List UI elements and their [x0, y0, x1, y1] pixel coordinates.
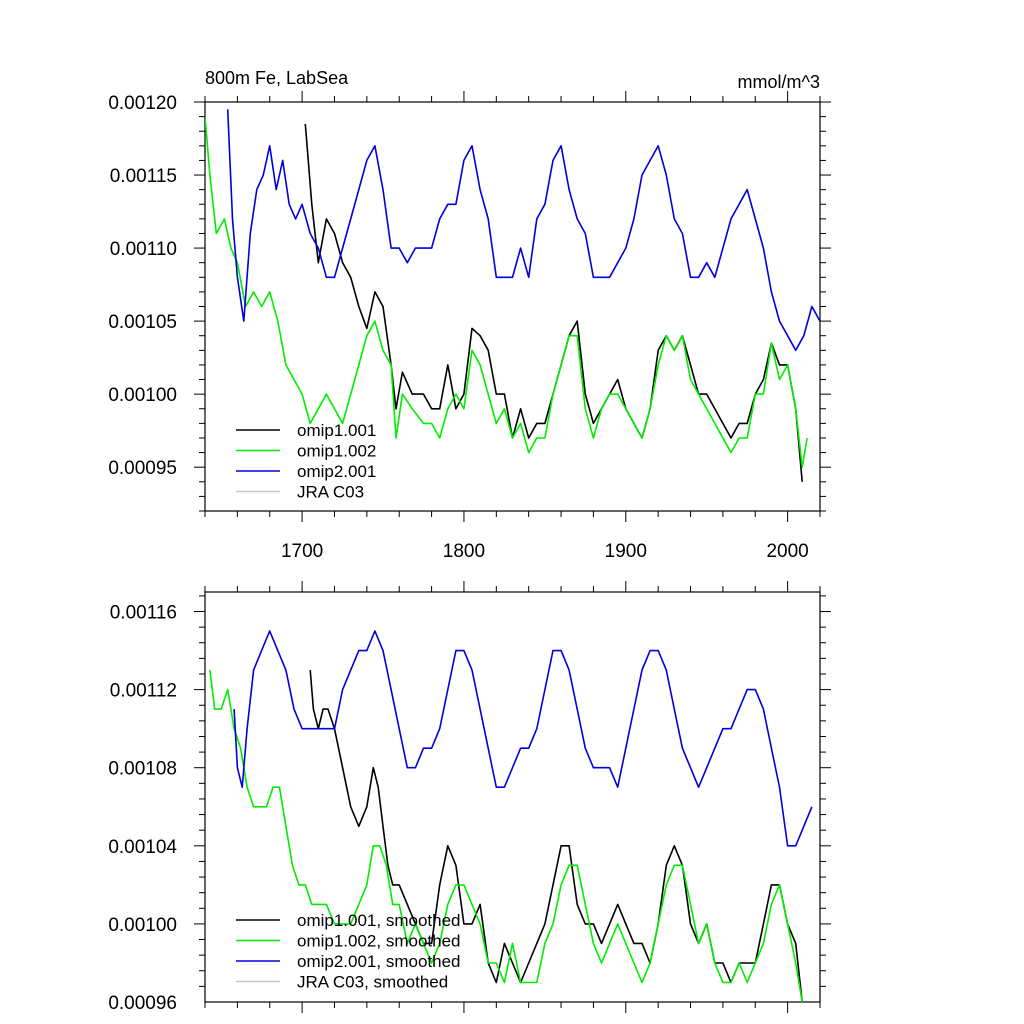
top-legend-label-2: omip2.001 — [297, 462, 376, 481]
bottom-panel: 0.00096 0.00100 0.00104 0.00108 0.00112 0.001… — [108, 581, 831, 1014]
top-units-label: mmol/m^3 — [738, 72, 820, 92]
bottom-y-tick-label: 0.00116 — [110, 603, 177, 624]
top-series-line-1 — [205, 116, 808, 469]
bottom-y-tick-label: 0.00104 — [108, 837, 177, 858]
bottom-legend-label-1: omip1.002, smoothed — [297, 932, 461, 951]
bottom-y-tick-label: 0.00112 — [110, 681, 177, 702]
top-y-tick-label: 0.00105 — [108, 312, 177, 333]
bottom-y-tick-label: 0.00100 — [108, 915, 177, 936]
top-panel: 0.00095 0.00100 0.00105 0.00110 0.00115 0.001… — [108, 68, 831, 562]
bottom-legend-label-2: omip2.001, smoothed — [297, 952, 461, 971]
bottom-legend-label-0: omip1.001, smoothed — [297, 911, 461, 930]
top-legend-label-3: JRA C03 — [297, 483, 364, 502]
top-legend-label-1: omip1.002 — [297, 442, 376, 461]
top-x-tick-label: 1800 — [443, 541, 485, 562]
top-y-tick-label: 0.00100 — [108, 385, 177, 406]
top-y-tick-label: 0.00110 — [110, 239, 177, 260]
bottom-legend-label-3: JRA C03, smoothed — [297, 973, 448, 992]
top-y-tick-label: 0.00115 — [110, 166, 177, 187]
top-y-tick-label: 0.00095 — [108, 458, 177, 479]
bottom-y-tick-label: 0.00108 — [108, 759, 177, 780]
top-x-tick-label: 1700 — [281, 541, 323, 562]
top-y-tick-label: 0.00120 — [108, 93, 177, 114]
bottom-series-line-2 — [233, 630, 813, 847]
bottom-series-line-1 — [209, 670, 803, 1002]
top-legend-label-0: omip1.001 — [297, 421, 376, 440]
top-title-left: 800m Fe, LabSea — [205, 68, 349, 88]
top-series-line-2 — [226, 109, 820, 352]
bottom-legend: omip1.001, smoothed omip1.002, smoothedom… — [236, 911, 461, 992]
bottom-series-line-0 — [309, 670, 803, 1002]
bottom-y-tick-label: 0.00096 — [108, 993, 177, 1014]
top-series-line-0 — [304, 123, 803, 482]
top-x-tick-label: 2000 — [766, 541, 808, 562]
bottom-series-group — [209, 630, 813, 1002]
top-x-tick-label: 1900 — [605, 541, 647, 562]
bottom-plot-frame — [204, 591, 821, 1003]
top-series-group — [205, 109, 820, 482]
